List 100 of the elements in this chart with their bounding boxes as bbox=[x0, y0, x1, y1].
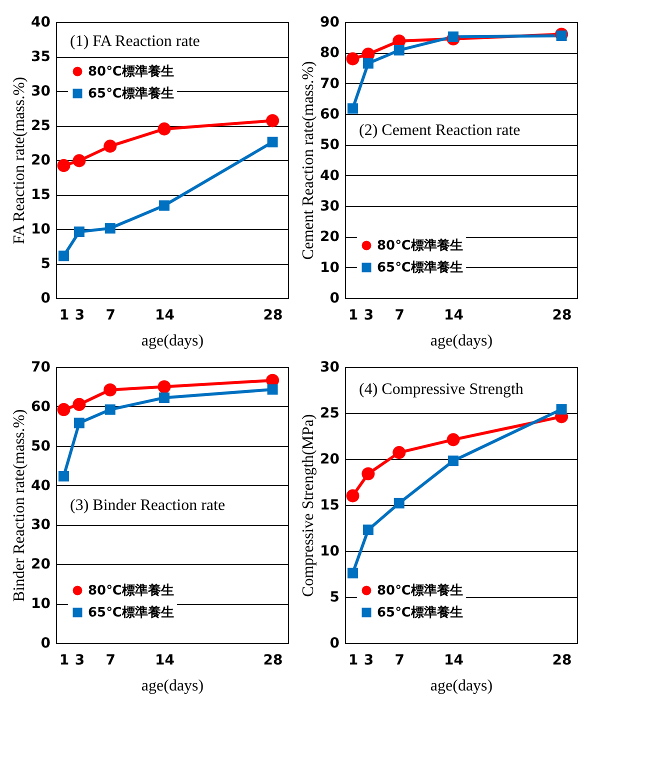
point bbox=[159, 200, 170, 211]
x-tick-label: 1 bbox=[348, 308, 358, 324]
x-tick-label: 3 bbox=[74, 308, 85, 324]
point bbox=[58, 470, 69, 482]
y-tick-label: 10 bbox=[320, 544, 340, 560]
point bbox=[347, 568, 358, 578]
y-axis-title: Cement Reaction rate(mass.%) bbox=[300, 61, 318, 260]
y-tick-label: 30 bbox=[320, 360, 340, 376]
point bbox=[104, 223, 116, 234]
point bbox=[346, 489, 360, 502]
x-tick-label: 7 bbox=[394, 652, 405, 668]
y-tick-label: 40 bbox=[31, 14, 51, 30]
y-tick-label: 50 bbox=[31, 438, 51, 454]
legend-label: 80℃標準養生 bbox=[88, 64, 174, 80]
y-axis-title: Binder Reaction rate(mass.%) bbox=[11, 409, 28, 602]
point bbox=[74, 226, 84, 238]
annotation: (3) Binder Reaction rate bbox=[70, 497, 226, 514]
x-tick-label: 1 bbox=[59, 652, 70, 668]
point bbox=[394, 498, 404, 508]
x-axis-title: age(days) bbox=[141, 678, 204, 694]
legend-label: 65℃標準養生 bbox=[88, 604, 174, 620]
annotation: (2) Cement Reaction rate bbox=[359, 122, 520, 139]
y-tick-label: 0 bbox=[40, 636, 51, 652]
point bbox=[362, 467, 375, 480]
point bbox=[362, 58, 374, 69]
point bbox=[159, 392, 170, 403]
annotation: (4) Compressive Strength bbox=[359, 381, 524, 398]
point bbox=[362, 524, 374, 536]
x-tick-label: 7 bbox=[106, 652, 116, 668]
y-tick-label: 10 bbox=[320, 260, 340, 276]
point bbox=[58, 250, 69, 262]
y-tick-label: 40 bbox=[31, 478, 51, 494]
y-tick-label: 15 bbox=[320, 498, 340, 514]
point bbox=[72, 154, 86, 168]
y-tick-label: 5 bbox=[330, 590, 340, 606]
point bbox=[446, 433, 460, 446]
point bbox=[57, 403, 70, 416]
point bbox=[266, 114, 280, 128]
y-tick-label: 0 bbox=[330, 636, 340, 652]
x-tick-label: 7 bbox=[394, 308, 405, 324]
point bbox=[448, 456, 459, 466]
point bbox=[104, 383, 117, 396]
y-tick-label: 60 bbox=[31, 398, 51, 415]
legend-label: 80℃標準養生 bbox=[377, 582, 463, 598]
y-axis-title: FA Reaction rate(mass.%) bbox=[11, 76, 28, 244]
point bbox=[267, 384, 278, 395]
point bbox=[448, 31, 459, 42]
point bbox=[347, 103, 358, 114]
y-tick-label: 20 bbox=[320, 229, 340, 246]
legend-label: 65℃標準養生 bbox=[88, 86, 174, 102]
x-axis-title: age(days) bbox=[430, 678, 493, 694]
y-tick-label: 70 bbox=[31, 360, 51, 376]
x-tick-label: 1 bbox=[348, 652, 358, 668]
y-tick-label: 20 bbox=[31, 556, 51, 573]
point bbox=[394, 44, 404, 56]
y-tick-label: 0 bbox=[40, 290, 51, 306]
x-tick-label: 28 bbox=[552, 652, 572, 668]
y-tick-label: 50 bbox=[320, 137, 340, 154]
legend-label: 80℃標準養生 bbox=[88, 582, 174, 598]
x-tick-label: 14 bbox=[444, 308, 464, 324]
y-tick-label: 25 bbox=[31, 118, 50, 134]
x-tick-label: 14 bbox=[155, 308, 175, 324]
x-tick-label: 3 bbox=[364, 652, 374, 668]
y-tick-label: 90 bbox=[320, 14, 340, 30]
point bbox=[158, 122, 171, 136]
x-tick-label: 7 bbox=[106, 308, 116, 324]
point bbox=[72, 398, 86, 411]
y-tick-label: 20 bbox=[320, 452, 340, 468]
legend-label: 65℃標準養生 bbox=[377, 604, 463, 620]
y-tick-label: 35 bbox=[31, 49, 50, 65]
y-tick-label: 5 bbox=[40, 256, 50, 272]
point bbox=[57, 159, 70, 172]
point bbox=[74, 418, 84, 428]
y-tick-label: 30 bbox=[31, 84, 51, 100]
y-tick-label: 70 bbox=[320, 76, 340, 92]
y-tick-label: 60 bbox=[320, 106, 340, 122]
annotation: (1) FA Reaction rate bbox=[70, 33, 200, 50]
point bbox=[158, 380, 171, 394]
x-tick-label: 14 bbox=[444, 652, 464, 668]
point bbox=[556, 404, 567, 415]
y-tick-label: 25 bbox=[320, 406, 340, 422]
point bbox=[104, 404, 116, 415]
y-tick-label: 30 bbox=[320, 198, 340, 214]
x-tick-label: 1 bbox=[59, 308, 70, 324]
x-axis-title: age(days) bbox=[430, 332, 493, 350]
y-tick-label: 10 bbox=[31, 222, 51, 238]
y-tick-label: 10 bbox=[31, 596, 51, 612]
y-tick-label: 30 bbox=[31, 517, 51, 534]
legend-label: 80℃標準養生 bbox=[377, 238, 463, 254]
point bbox=[267, 136, 278, 148]
y-tick-label: 15 bbox=[31, 187, 50, 203]
x-tick-label: 14 bbox=[155, 652, 175, 668]
x-tick-label: 28 bbox=[263, 652, 283, 668]
point bbox=[556, 30, 567, 42]
legend-label: 65℃標準養生 bbox=[377, 260, 463, 276]
y-tick-label: 40 bbox=[320, 168, 340, 184]
x-tick-label: 3 bbox=[74, 652, 85, 668]
point bbox=[104, 140, 117, 153]
y-tick-label: 20 bbox=[31, 152, 51, 168]
y-tick-label: 0 bbox=[330, 290, 340, 306]
